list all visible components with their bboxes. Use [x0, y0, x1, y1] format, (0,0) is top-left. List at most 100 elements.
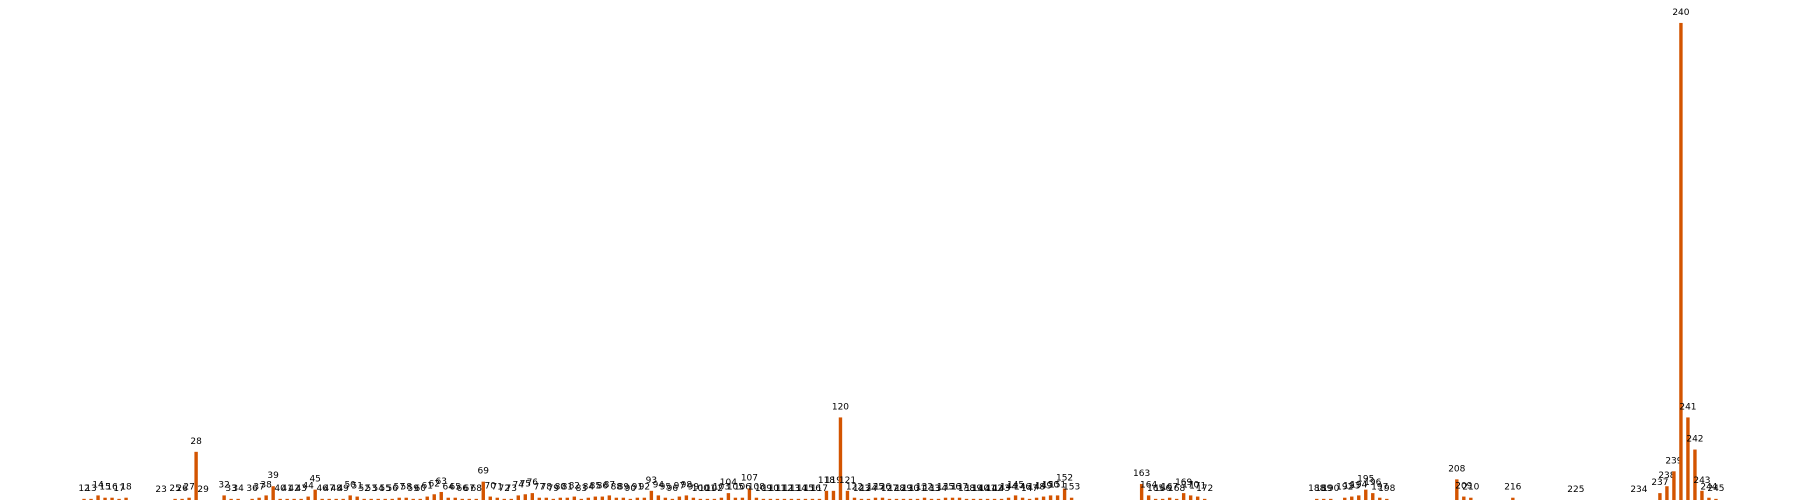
- bar: [796, 498, 801, 500]
- bar-label: 210: [1462, 483, 1479, 493]
- bar: [103, 497, 107, 500]
- bar-label: 130: [902, 484, 919, 494]
- bar: [1048, 495, 1053, 500]
- bar-label: 17: [113, 484, 124, 494]
- bar-label: 104: [720, 478, 737, 488]
- bar: [257, 497, 261, 500]
- bar-label: 208: [1448, 464, 1465, 474]
- bar-label: 115: [797, 484, 814, 494]
- bar-label: 67: [464, 484, 475, 494]
- bar-label: 195: [1357, 475, 1374, 485]
- bar: [460, 498, 464, 500]
- bar-label: 84: [583, 483, 595, 493]
- bar-label: 189: [1315, 484, 1332, 494]
- bar: [404, 497, 408, 500]
- bar-label: 116: [804, 484, 821, 494]
- bar: [299, 498, 303, 500]
- bar-label: 192: [1336, 483, 1353, 493]
- bar: [761, 498, 766, 500]
- bar: [957, 497, 962, 500]
- bar: [187, 497, 191, 500]
- bar-label: 65: [450, 483, 461, 493]
- bar: [719, 497, 724, 500]
- bar-label: 163: [1133, 469, 1150, 479]
- bar: [908, 498, 913, 500]
- bar: [397, 497, 401, 500]
- bar: [782, 498, 787, 500]
- bar-label: 139: [965, 484, 982, 494]
- bar-label: 70: [485, 482, 497, 492]
- bar: [747, 488, 752, 500]
- bar-label: 190: [1322, 484, 1339, 494]
- bar-label: 164: [1140, 480, 1157, 490]
- bar: [278, 498, 282, 500]
- bar: [474, 498, 478, 500]
- bar-label: 96: [667, 484, 679, 494]
- bar: [978, 498, 983, 500]
- bar-label: 25: [169, 484, 180, 494]
- bar-label: 78: [541, 483, 553, 493]
- bar-label: 244: [1700, 483, 1717, 493]
- bar-label: 62: [429, 479, 440, 489]
- bar: [1679, 22, 1683, 500]
- bar-label: 72: [499, 484, 510, 494]
- bar: [586, 497, 591, 500]
- bar-label: 225: [1567, 485, 1584, 495]
- bar-label: 106: [734, 483, 751, 493]
- bar: [369, 498, 373, 500]
- bar-label: 60: [415, 484, 427, 494]
- bar: [1041, 496, 1046, 500]
- bar-label: 149: [1035, 482, 1052, 492]
- bar: [1188, 495, 1193, 500]
- bar-label: 80: [555, 483, 567, 493]
- bar: [306, 496, 310, 500]
- bar-label: 76: [527, 478, 539, 488]
- bar: [866, 498, 871, 500]
- bar: [1700, 490, 1704, 500]
- bar-label: 112: [776, 484, 793, 494]
- bar-label: 121: [839, 476, 856, 486]
- bar: [1167, 497, 1172, 500]
- bar: [607, 495, 612, 500]
- bar-label: 99: [688, 483, 700, 493]
- bar: [803, 498, 808, 500]
- bar-label: 88: [611, 483, 623, 493]
- bar: [341, 498, 345, 500]
- bar: [726, 493, 731, 500]
- bar: [712, 498, 717, 500]
- bar: [579, 498, 584, 500]
- bar: [481, 481, 485, 500]
- bar-label: 238: [1658, 471, 1675, 481]
- bar-label: 171: [1189, 482, 1206, 492]
- bar: [670, 498, 675, 500]
- bar-label: 94: [653, 480, 665, 490]
- bar-label: 97: [674, 482, 685, 492]
- bar: [236, 498, 240, 500]
- bar: [845, 490, 850, 500]
- bar: [649, 490, 654, 500]
- bar: [82, 498, 86, 500]
- bar: [1462, 496, 1466, 500]
- bar: [880, 497, 885, 500]
- bar-label: 44: [302, 482, 314, 492]
- bar: [194, 451, 198, 500]
- bar: [1357, 495, 1361, 500]
- bar-label: 69: [478, 467, 490, 477]
- bar: [1013, 495, 1018, 500]
- bar-label: 152: [1056, 474, 1073, 484]
- bar-label: 55: [379, 484, 390, 494]
- bar: [502, 498, 506, 500]
- bar-label: 107: [741, 474, 758, 484]
- bar-label: 145: [1007, 480, 1024, 490]
- bar-label: 198: [1378, 484, 1395, 494]
- bar-label: 28: [190, 437, 202, 447]
- bar: [929, 498, 934, 500]
- bar: [432, 494, 436, 500]
- bar-label: 109: [755, 484, 772, 494]
- bar-label: 74: [513, 480, 525, 490]
- bar: [565, 497, 570, 500]
- bar: [383, 498, 387, 500]
- bar-label: 143: [993, 484, 1010, 494]
- bar: [789, 498, 794, 500]
- bar-label: 50: [344, 480, 356, 490]
